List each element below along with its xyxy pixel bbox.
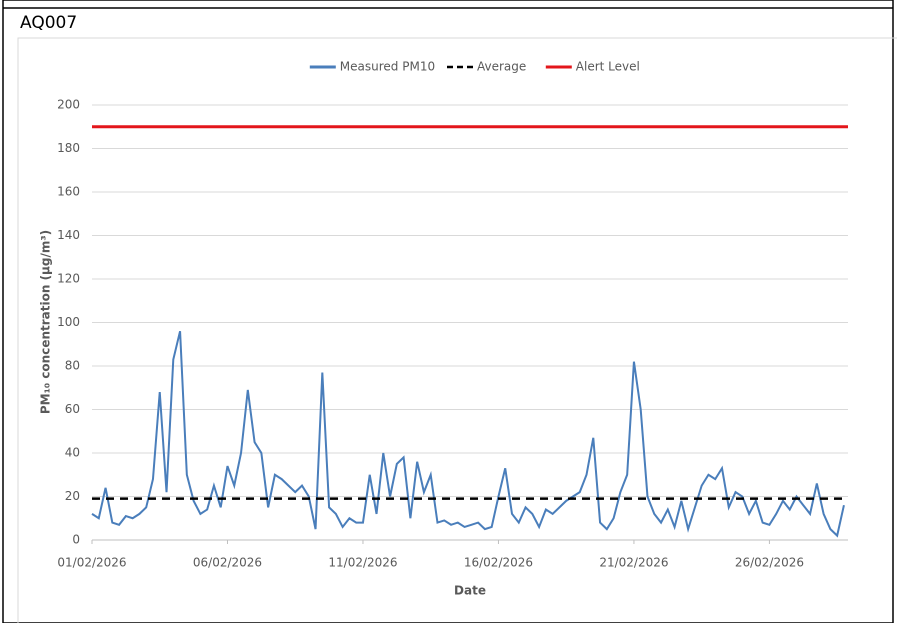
x-axis-label: Date — [454, 584, 486, 598]
y-axis-label: PM₁₀ concentration (µg/m³) — [39, 230, 53, 414]
chart-border — [17, 37, 897, 627]
x-tick-label: 06/02/2026 — [193, 556, 262, 570]
y-tick-label: 160 — [57, 185, 80, 199]
y-tick-label: 40 — [65, 446, 80, 460]
y-tick-label: 60 — [65, 402, 80, 416]
y-tick-label: 180 — [57, 141, 80, 155]
y-tick-label: 80 — [65, 359, 80, 373]
x-tick-label: 01/02/2026 — [57, 556, 126, 570]
legend-label: Measured PM10 — [340, 60, 435, 74]
y-tick-label: 0 — [72, 533, 80, 547]
y-tick-label: 140 — [57, 228, 80, 242]
data-line — [91, 330, 845, 538]
panel-label: AQ007 — [20, 13, 77, 33]
legend-label: Average — [477, 60, 526, 74]
y-tick-label: 100 — [57, 315, 80, 329]
legend-label: Alert Level — [576, 60, 640, 74]
x-tick-label: 16/02/2026 — [464, 556, 533, 570]
x-tick-label: 21/02/2026 — [599, 556, 668, 570]
y-tick-label: 120 — [57, 272, 80, 286]
y-tick-label: 200 — [57, 98, 80, 112]
x-tick-label: 26/02/2026 — [735, 556, 804, 570]
y-tick-label: 20 — [65, 489, 80, 503]
x-tick-label: 11/02/2026 — [328, 556, 397, 570]
